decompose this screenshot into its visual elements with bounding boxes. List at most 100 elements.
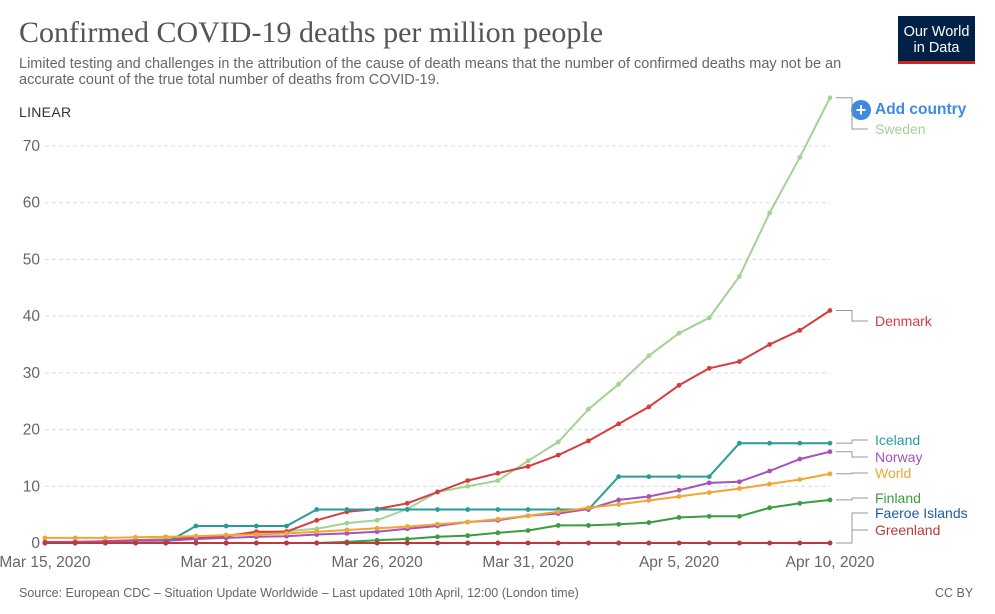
data-point[interactable] bbox=[495, 478, 501, 484]
data-point[interactable] bbox=[676, 494, 682, 499]
data-point[interactable] bbox=[404, 507, 410, 512]
data-point[interactable] bbox=[404, 524, 410, 529]
data-point[interactable] bbox=[284, 540, 289, 546]
data-point[interactable] bbox=[404, 500, 410, 506]
data-point[interactable] bbox=[676, 382, 682, 388]
data-point[interactable] bbox=[223, 540, 229, 546]
data-point[interactable] bbox=[344, 540, 350, 546]
series-end-label[interactable]: Sweden bbox=[875, 121, 926, 137]
data-point[interactable] bbox=[223, 532, 229, 538]
data-point[interactable] bbox=[284, 523, 289, 529]
data-point[interactable] bbox=[797, 477, 803, 482]
series-end-label[interactable]: Denmark bbox=[875, 313, 933, 329]
data-point[interactable] bbox=[525, 464, 531, 469]
data-point[interactable] bbox=[676, 540, 682, 546]
data-point[interactable] bbox=[616, 521, 622, 527]
data-point[interactable] bbox=[253, 532, 259, 537]
series-end-label[interactable]: World bbox=[875, 465, 911, 481]
data-point[interactable] bbox=[616, 502, 622, 507]
data-point[interactable] bbox=[193, 540, 199, 546]
data-point[interactable] bbox=[465, 483, 471, 489]
data-point[interactable] bbox=[465, 519, 471, 525]
data-point[interactable] bbox=[616, 381, 622, 387]
data-point[interactable] bbox=[767, 505, 773, 511]
data-point[interactable] bbox=[525, 458, 531, 464]
data-point[interactable] bbox=[163, 534, 169, 540]
data-point[interactable] bbox=[616, 474, 622, 480]
data-point[interactable] bbox=[495, 507, 501, 512]
data-point[interactable] bbox=[586, 523, 591, 528]
data-point[interactable] bbox=[344, 520, 350, 526]
data-point[interactable] bbox=[676, 487, 682, 493]
data-point[interactable] bbox=[706, 480, 712, 486]
data-point[interactable] bbox=[223, 523, 229, 529]
data-point[interactable] bbox=[72, 535, 78, 541]
data-point[interactable] bbox=[737, 274, 742, 279]
data-point[interactable] bbox=[404, 540, 410, 546]
data-point[interactable] bbox=[314, 540, 320, 546]
series-end-label[interactable]: Finland bbox=[875, 490, 921, 506]
data-point[interactable] bbox=[797, 154, 803, 160]
data-point[interactable] bbox=[102, 540, 108, 546]
data-point[interactable] bbox=[767, 342, 773, 347]
data-point[interactable] bbox=[827, 471, 833, 477]
data-point[interactable] bbox=[706, 365, 712, 371]
data-point[interactable] bbox=[797, 327, 803, 333]
data-point[interactable] bbox=[706, 513, 712, 519]
data-point[interactable] bbox=[314, 529, 320, 535]
data-point[interactable] bbox=[827, 308, 833, 313]
data-point[interactable] bbox=[525, 540, 531, 546]
data-point[interactable] bbox=[374, 517, 380, 523]
data-point[interactable] bbox=[344, 530, 350, 536]
series-end-label[interactable]: Faeroe Islands bbox=[875, 505, 968, 521]
data-point[interactable] bbox=[827, 449, 833, 455]
data-point[interactable] bbox=[676, 330, 682, 336]
data-point[interactable] bbox=[314, 517, 320, 523]
data-point[interactable] bbox=[827, 540, 833, 546]
data-point[interactable] bbox=[344, 507, 350, 512]
data-point[interactable] bbox=[646, 520, 652, 525]
license-link[interactable]: CC BY bbox=[935, 586, 974, 600]
series-end-label[interactable]: Iceland bbox=[875, 432, 920, 448]
data-point[interactable] bbox=[133, 534, 138, 540]
data-point[interactable] bbox=[344, 527, 350, 533]
data-point[interactable] bbox=[616, 421, 622, 427]
data-point[interactable] bbox=[797, 540, 803, 546]
data-point[interactable] bbox=[797, 500, 803, 506]
data-point[interactable] bbox=[525, 507, 531, 512]
data-point[interactable] bbox=[253, 523, 259, 529]
data-point[interactable] bbox=[374, 529, 380, 535]
data-point[interactable] bbox=[102, 535, 108, 541]
data-point[interactable] bbox=[435, 507, 440, 512]
data-point[interactable] bbox=[42, 535, 48, 541]
data-point[interactable] bbox=[767, 540, 773, 546]
data-point[interactable] bbox=[163, 540, 169, 546]
data-point[interactable] bbox=[646, 353, 652, 359]
data-point[interactable] bbox=[767, 468, 773, 474]
data-point[interactable] bbox=[555, 540, 561, 546]
data-point[interactable] bbox=[827, 497, 833, 503]
data-point[interactable] bbox=[646, 494, 652, 499]
data-point[interactable] bbox=[797, 440, 803, 446]
data-point[interactable] bbox=[555, 452, 561, 458]
data-point[interactable] bbox=[525, 528, 531, 533]
data-point[interactable] bbox=[314, 507, 320, 512]
data-point[interactable] bbox=[374, 507, 380, 512]
data-point[interactable] bbox=[193, 523, 199, 529]
data-point[interactable] bbox=[435, 534, 440, 540]
data-point[interactable] bbox=[586, 505, 591, 511]
data-point[interactable] bbox=[616, 497, 622, 503]
data-point[interactable] bbox=[646, 474, 652, 480]
data-point[interactable] bbox=[374, 525, 380, 531]
data-point[interactable] bbox=[133, 540, 138, 546]
series-end-label[interactable]: Greenland bbox=[875, 522, 940, 538]
data-point[interactable] bbox=[797, 456, 803, 462]
scale-toggle[interactable]: LINEAR bbox=[19, 104, 72, 120]
data-point[interactable] bbox=[586, 406, 591, 412]
data-point[interactable] bbox=[72, 540, 78, 546]
data-point[interactable] bbox=[767, 440, 773, 446]
data-point[interactable] bbox=[706, 474, 712, 480]
data-point[interactable] bbox=[465, 540, 471, 546]
data-point[interactable] bbox=[767, 210, 773, 216]
data-point[interactable] bbox=[767, 481, 773, 487]
